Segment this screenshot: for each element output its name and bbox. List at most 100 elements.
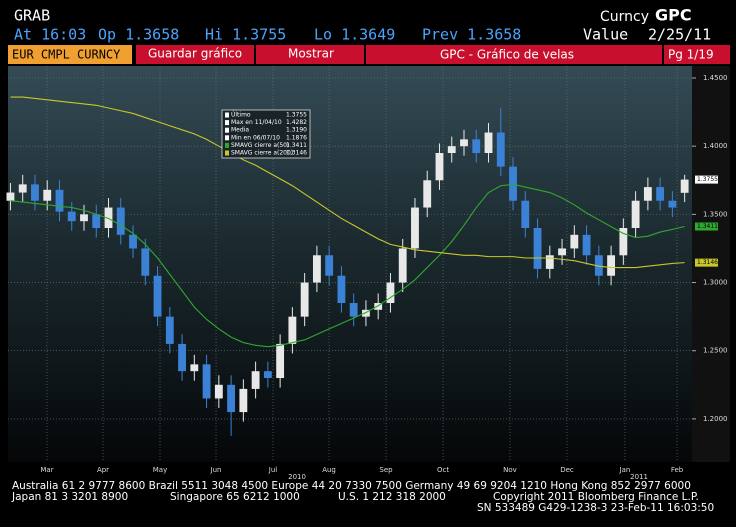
legend-value: 1.3411 [286,142,307,149]
candle-body [276,343,285,378]
candle-body [263,371,272,378]
x-tick-label: Dec [560,466,574,474]
legend-name: SMAVG cierre a(200) [231,150,293,157]
candle-body [680,179,689,193]
save-btn[interactable] [136,45,254,64]
x-tick-label: Nov [503,466,517,474]
footer-us: U.S. 1 212 318 2000 [338,491,446,503]
candle-body [509,166,517,201]
candle-body [190,364,199,372]
year-label: 2010 [288,473,306,481]
candle-body [484,132,493,153]
candle-body [18,184,27,193]
value-tag [695,222,718,231]
y-tick-label: 1.3500 [703,210,728,218]
candle-body [594,255,603,276]
legend-name: Último [231,112,251,119]
x-tick-label: Oct [437,466,449,474]
save[interactable]: Guardar gráfico [148,47,242,61]
candle-body [362,309,370,317]
legend-value: 1.3190 [286,127,307,134]
candle-body [67,211,76,222]
plot-area [8,66,692,462]
candle-body [31,184,39,201]
candle-body [619,228,628,256]
page: Pg 1/19 [668,48,714,62]
y-tick-label: 1.4500 [703,74,728,82]
screen-title: GPC - Gráfico de velas [440,48,574,62]
show-btn[interactable] [256,45,364,64]
candle-body [165,316,174,344]
candle-body [202,364,211,399]
candle-body [6,192,15,201]
legend-swatch [225,112,229,118]
x-tick-label: Mar [40,466,53,474]
legend-box [221,109,311,159]
candle-body [92,214,101,228]
x-tick-label: Aug [322,466,336,474]
candle-body [153,275,162,317]
candle-body [80,214,88,222]
legend-value: 1.1876 [286,134,307,141]
candle-body [227,384,236,413]
candle-body [668,200,677,208]
ticker: GRAB [14,7,50,25]
candle-body [312,255,321,283]
candle-body [386,282,395,303]
value-tag [695,258,718,267]
x-tick-label: Feb [671,466,684,474]
candle-body [116,207,125,235]
x-tick-label: Apr [97,466,109,474]
footer-japan: Japan 81 3 3201 8900 [11,491,128,503]
candle-body [178,343,186,372]
y-tick-label: 1.4000 [703,142,728,150]
x-tick-label: May [153,466,167,474]
legend-swatch [225,120,229,126]
candle-body [337,275,346,303]
legend-swatch [225,142,229,148]
candle-body [656,187,665,201]
value-label: Value [583,26,628,44]
value-tag-label: 1.3411 [697,223,718,230]
security-box[interactable] [8,45,132,64]
legend-value: 1.3755 [286,112,307,119]
value-tag-label: 1.3755 [697,176,718,183]
candle-body [472,139,481,153]
function: GPC [655,6,692,25]
candle-body [423,180,432,208]
year-label: 2011 [630,473,648,481]
candle-body [643,187,652,201]
moving-average [10,183,685,348]
candle-body [545,255,554,269]
screen-title-bar [366,45,662,64]
curncy: Curncy [600,9,649,25]
value-tag-label: 1.3146 [697,259,718,266]
candle-body [521,200,530,228]
legend-value: 1.4282 [286,119,307,126]
footer-line1: Australia 61 2 9777 8600 Brazil 5511 304… [12,480,691,492]
candle-body [55,189,64,212]
show[interactable]: Mostrar [288,47,334,61]
high: Hi 1.3755 [205,26,286,44]
y-tick-label: 1.2500 [703,347,728,355]
open: Op 1.3658 [98,26,179,44]
candle-body [607,255,616,276]
page-btn[interactable] [664,45,730,64]
footer-singapore: Singapore 65 6212 1000 [170,491,300,503]
x-tick-label: Sep [379,466,393,474]
candle-body [129,234,137,249]
candle-body [558,248,566,256]
y-tick-label: 1.2000 [703,415,728,423]
legend-swatch [225,150,229,156]
candle-body [43,189,52,201]
security[interactable]: EUR CMPL CURNCY [12,48,121,62]
footer-copyright: Copyright 2011 Bloomberg Finance L.P. [493,491,699,503]
candle-body [239,388,248,413]
candle-body [141,248,150,276]
value-tag [695,175,718,184]
low: Lo 1.3649 [314,26,395,44]
candle-body [398,248,407,283]
y-tick-label: 1.3000 [703,279,728,287]
candle-body [533,228,542,269]
prev: Prev 1.3658 [422,26,521,44]
